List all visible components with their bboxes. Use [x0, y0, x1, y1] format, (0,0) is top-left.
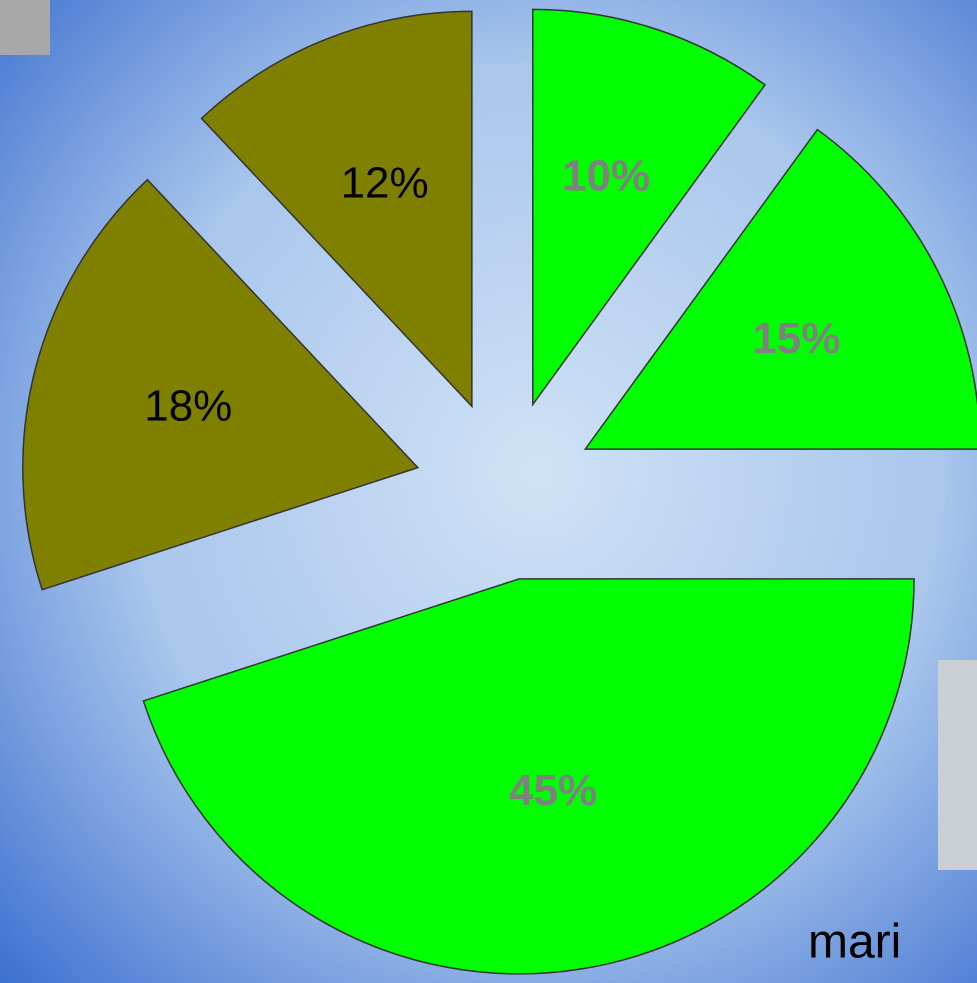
- pie-slice: [22, 178, 420, 591]
- pie-slice: [532, 8, 767, 407]
- pie-slice: [583, 128, 977, 450]
- annotation: mari: [808, 916, 901, 969]
- thumbnail-image: [0, 0, 50, 55]
- data-label: 45%: [509, 766, 597, 815]
- pie-slice: [142, 578, 915, 975]
- pie-slice: [200, 10, 473, 409]
- data-label: 12%: [341, 159, 429, 208]
- data-label: 15%: [752, 314, 840, 363]
- data-label: 10%: [562, 152, 650, 201]
- data-label: 18%: [144, 381, 232, 430]
- thumbnail-image: [938, 660, 977, 870]
- pie: 10% 15% 45% 18% 12%: [22, 8, 977, 975]
